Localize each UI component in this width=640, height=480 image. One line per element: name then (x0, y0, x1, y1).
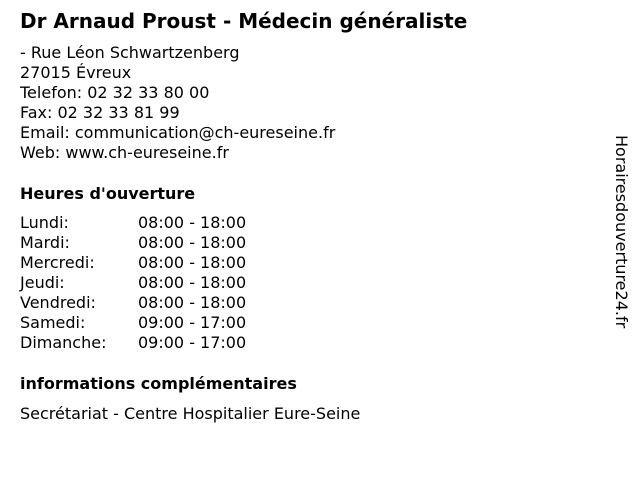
day: Vendredi: (20, 293, 96, 312)
day: Lundi: (20, 213, 69, 232)
website: Web: www.ch-eureseine.fr (20, 143, 229, 162)
hours-row: Lundi: 08:00 - 18:00 (20, 213, 246, 233)
day: Jeudi: (20, 273, 65, 292)
side-brand: Horairesdouverture24.fr (612, 135, 631, 329)
day: Samedi: (20, 313, 86, 332)
day: Dimanche: (20, 333, 107, 352)
time: 09:00 - 17:00 (138, 313, 247, 332)
page-title: Dr Arnaud Proust - Médecin généraliste (20, 9, 468, 33)
time: 08:00 - 18:00 (138, 293, 247, 312)
email: Email: communication@ch-eureseine.fr (20, 123, 336, 142)
day: Mercredi: (20, 253, 95, 272)
hours-row: Dimanche: 09:00 - 17:00 (20, 333, 246, 353)
day: Mardi: (20, 233, 70, 252)
city: 27015 Évreux (20, 63, 132, 82)
hours-row: Samedi: 09:00 - 17:00 (20, 313, 246, 333)
time: 08:00 - 18:00 (138, 233, 247, 252)
contact-block: - Rue Léon Schwartzenberg 27015 Évreux T… (20, 43, 335, 163)
info-heading: informations complémentaires (20, 374, 297, 393)
info-text: Secrétariat - Centre Hospitalier Eure-Se… (20, 404, 361, 423)
time: 09:00 - 17:00 (138, 333, 247, 352)
fax: Fax: 02 32 33 81 99 (20, 103, 180, 122)
hours-heading: Heures d'ouverture (20, 184, 196, 203)
street-address: - Rue Léon Schwartzenberg (20, 43, 240, 62)
hours-table: Lundi: 08:00 - 18:00 Mardi: 08:00 - 18:00 … (20, 213, 246, 353)
time: 08:00 - 18:00 (138, 273, 247, 292)
phone: Telefon: 02 32 33 80 00 (20, 83, 210, 102)
hours-row: Mardi: 08:00 - 18:00 (20, 233, 246, 253)
hours-row: Vendredi: 08:00 - 18:00 (20, 293, 246, 313)
time: 08:00 - 18:00 (138, 213, 247, 232)
hours-row: Jeudi: 08:00 - 18:00 (20, 273, 246, 293)
time: 08:00 - 18:00 (138, 253, 247, 272)
hours-row: Mercredi: 08:00 - 18:00 (20, 253, 246, 273)
